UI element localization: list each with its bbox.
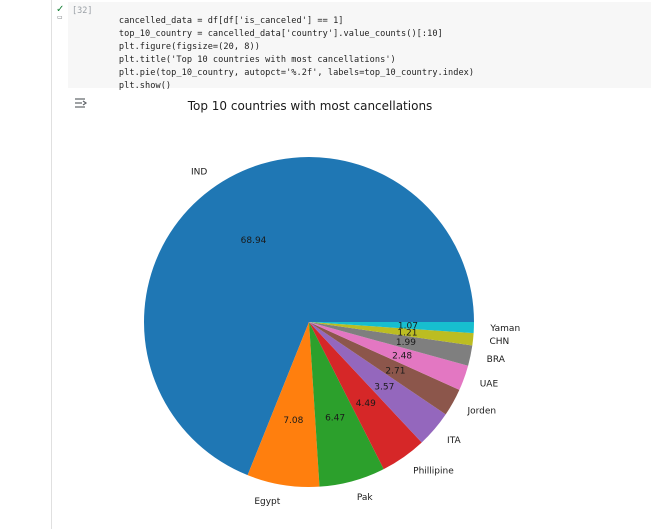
pie-category-label: Phillipine bbox=[413, 467, 454, 477]
pie-slice-ita bbox=[309, 322, 446, 443]
pie-category-label: UAE bbox=[480, 380, 499, 390]
code-cell-editor[interactable]: [32] cancelled_data = df[df['is_canceled… bbox=[68, 2, 651, 91]
pie-slice-ind bbox=[144, 156, 475, 476]
pie-value-label: 2.71 bbox=[385, 366, 405, 376]
code-line-text: cancelled_data = df[df['is_canceled'] ==… bbox=[118, 16, 344, 26]
pie-category-label: ITA bbox=[447, 436, 461, 446]
pie-slice-phillipine bbox=[309, 322, 422, 470]
pie-slice-pak bbox=[309, 322, 384, 487]
pie-category-label: Pak bbox=[357, 493, 374, 503]
output-toggle-icon[interactable] bbox=[74, 95, 88, 109]
status-marker-icon: ▭ bbox=[57, 14, 63, 21]
pie-value-label: 1.99 bbox=[396, 338, 416, 348]
pie-category-label: Yaman bbox=[489, 324, 520, 334]
pie-value-label: 7.08 bbox=[283, 416, 303, 426]
code-line-text: plt.title('Top 10 countries with most ca… bbox=[118, 55, 396, 65]
pie-value-label: 4.49 bbox=[356, 399, 376, 409]
chart-title: Top 10 countries with most cancellations bbox=[187, 99, 433, 113]
code-line-text: top_10_country = cancelled_data['country… bbox=[118, 29, 443, 39]
pie-slice-jorden bbox=[309, 322, 460, 415]
pie-slice-uae bbox=[309, 322, 469, 390]
code-line-text: plt.show() bbox=[118, 81, 172, 91]
pie-value-label: 6.47 bbox=[325, 413, 345, 423]
code-line: top_10_country = cancelled_data['country… bbox=[98, 19, 443, 49]
execution-count: [32] bbox=[72, 6, 93, 16]
check-icon: ✓ bbox=[56, 4, 65, 15]
cell-run-status[interactable]: ✓ ▭ bbox=[56, 5, 68, 23]
pie-category-label: Jorden bbox=[466, 406, 496, 416]
pie-value-label: 1.21 bbox=[397, 328, 417, 338]
pie-slice-egypt bbox=[247, 322, 320, 487]
pie-value-label: 2.48 bbox=[392, 352, 412, 362]
pie-value-label: 1.07 bbox=[398, 321, 418, 331]
pie-category-label: BRA bbox=[487, 355, 506, 365]
code-line-text: plt.figure(figsize=(20, 8)) bbox=[118, 42, 260, 52]
code-line: cancelled_data = df[df['is_canceled'] ==… bbox=[98, 6, 344, 36]
pie-value-label: 3.57 bbox=[374, 382, 394, 392]
code-line: plt.pie(top_10_country, autopct='%.2f', … bbox=[98, 58, 474, 88]
pie-category-label: Egypt bbox=[254, 497, 280, 507]
code-line-text: plt.pie(top_10_country, autopct='%.2f', … bbox=[118, 68, 475, 78]
pie-slice-bra bbox=[309, 322, 473, 366]
pie-value-label: 68.94 bbox=[241, 236, 267, 246]
pie-category-label: IND bbox=[191, 168, 207, 178]
pie-slice-yaman bbox=[309, 322, 474, 334]
code-line: plt.figure(figsize=(20, 8)) bbox=[98, 32, 260, 62]
code-line: plt.title('Top 10 countries with most ca… bbox=[98, 45, 396, 75]
pie-category-label: CHN bbox=[489, 337, 509, 347]
pie-slice-chn bbox=[309, 322, 474, 346]
code-line: plt.show() bbox=[98, 71, 171, 101]
cell-gutter-divider bbox=[51, 0, 52, 529]
